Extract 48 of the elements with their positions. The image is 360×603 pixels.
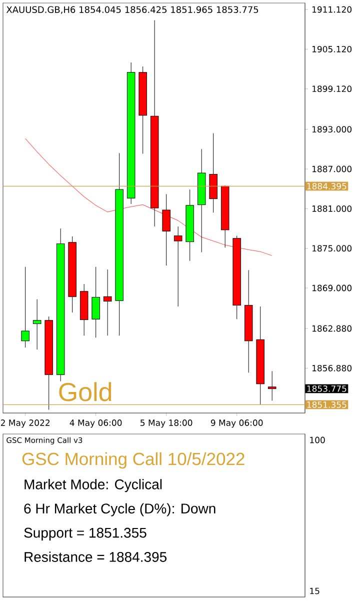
x-tick-label: 4 May 06:00 (70, 420, 122, 428)
candlestick (32, 299, 42, 350)
text: GSC Morning Call 10/5/2022 (22, 452, 244, 469)
y-tick-label: 1905.120 (312, 46, 352, 52)
candlestick (56, 228, 65, 382)
text: 100 (310, 436, 325, 444)
chart-title: XAUUSD.GB,H6 1854.045 1856.425 1851.965 1853.775 (6, 6, 258, 14)
text: Resistance = 1884.395 (24, 552, 167, 562)
candlestick (232, 236, 241, 320)
x-tick-label: 9 May 06:00 (210, 420, 263, 428)
annotation: Gold (59, 382, 112, 402)
y-tick-label: 1881.000 (312, 205, 352, 212)
y-tick-label: 1862.880 (312, 325, 352, 332)
candlestick (80, 284, 88, 336)
y-tick-label: 1856.880 (312, 364, 352, 372)
candlestick (126, 62, 136, 204)
candlestick (209, 133, 218, 213)
candlestick (92, 266, 100, 338)
candlestick (103, 269, 112, 336)
candlestick (162, 194, 170, 266)
candlestick (150, 20, 159, 227)
x-tick-label: 5 May 18:00 (140, 420, 192, 428)
candlestick (256, 306, 264, 405)
candlestick (186, 189, 194, 262)
ref-line-label: 1884.395 (307, 183, 346, 190)
y-tick-label: 1869.000 (312, 284, 352, 292)
candlestick (244, 270, 253, 373)
candlestick (197, 148, 206, 253)
candlestick (21, 266, 30, 348)
ref-line-label: 1851.355 (307, 401, 346, 408)
text: Market Mode: Cyclical (24, 479, 162, 492)
candlestick (138, 66, 147, 154)
text: Support = 1851.355 (24, 528, 146, 540)
y-tick-label: 1911.120 (312, 6, 352, 13)
candlestick (268, 370, 276, 401)
text: 6 Hr Market Cycle (D%): Down (24, 503, 216, 516)
y-tick-label: 1887.000 (312, 166, 352, 172)
y-tick-label: 1893.000 (312, 126, 352, 133)
text: 1853.775 (307, 385, 346, 392)
x-tick-label: 2 May 2022 (0, 420, 50, 428)
candlestick (115, 152, 124, 336)
candlestick (68, 236, 76, 313)
candlestick (174, 226, 182, 307)
candlestick (44, 316, 53, 410)
text: 15 (310, 588, 320, 594)
candlestick (220, 185, 230, 248)
y-tick-label: 1899.120 (312, 86, 352, 92)
y-tick-label: 1875.000 (312, 245, 352, 252)
